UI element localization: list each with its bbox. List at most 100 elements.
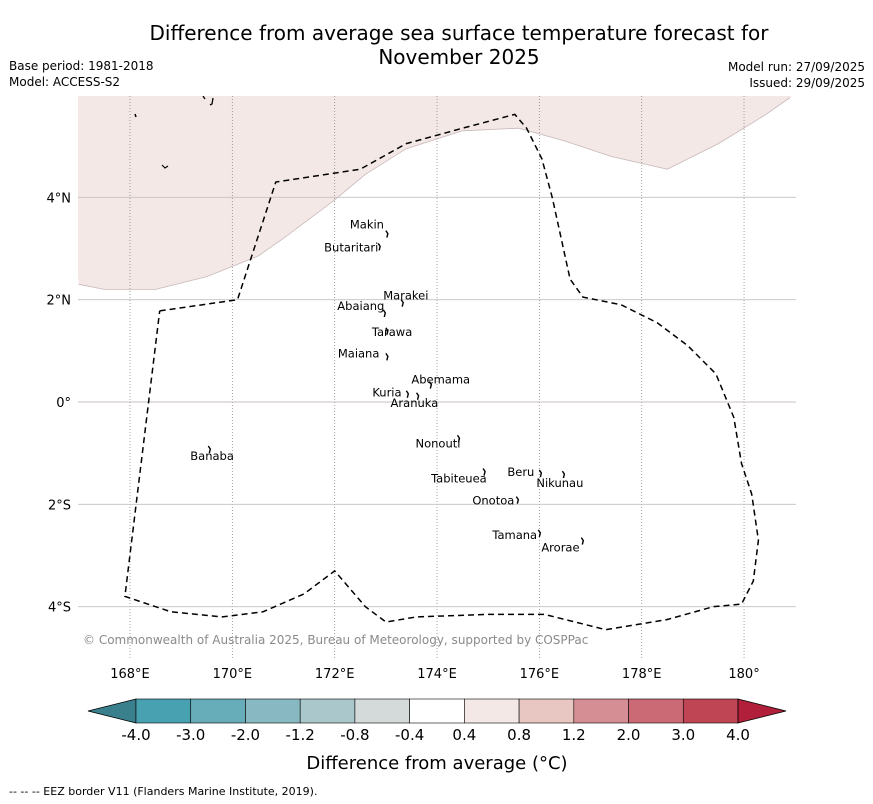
island-outline [456,434,461,443]
island-label: Tabiteuea [430,472,487,486]
lon-tick-label: 178°E [622,667,662,682]
colorbar-tick-label: -4.0 [121,726,150,744]
island-marakei: Marakei [383,289,428,307]
island-onotoa: Onotoa [472,494,520,508]
island-outline [400,299,404,307]
island-label: Onotoa [472,494,514,508]
island-label: Tamana [491,528,537,542]
colorbar-bin [682,698,739,724]
longitude-tick-labels: 168°E 170°E 172°E 174°E 176°E 178°E 180° [110,667,759,682]
lat-tick-label: 0° [56,396,71,411]
island-label: Banaba [190,449,234,463]
colorbar-title: Difference from average (°C) [306,753,567,774]
colorbar-tick-label: -2.0 [231,726,260,744]
colorbar-tick-label: 0.4 [452,726,476,744]
island-label: Aranuka [391,396,439,410]
island-label: Maiana [338,346,380,360]
lat-tick-label: 2°S [48,498,71,513]
island-label: Arorae [541,541,579,555]
island-outline [405,390,410,398]
island-tamana: Tamana [491,528,542,542]
colorbar-bin [190,698,246,724]
colorbar-tick-label: -3.0 [176,726,205,744]
colorbar-tick-label: 0.8 [507,726,531,744]
island-outline [385,327,389,335]
island-outline [207,445,212,454]
colorbar-bin [573,698,629,724]
island-tabiteuea: Tabiteuea [430,468,487,486]
island-abaiang: Abaiang [337,299,387,318]
latitude-tick-labels: 4°N 2°N 0° 2°S 4°S [47,191,72,615]
island-label: Kuria [372,386,401,400]
colorbar-tick-label: -0.8 [340,726,369,744]
lat-tick-label: 4°S [48,601,71,616]
island-outline [515,496,520,504]
islet [134,113,137,118]
island-outline [385,352,389,361]
island-outline [580,537,585,545]
colorbar-bin [518,698,575,724]
island-nikunau: Nikunau [536,470,583,490]
island-arorae: Arorae [541,537,585,555]
islet [202,96,214,106]
island-aranuka: Aranuka [391,392,439,410]
copyright-text: © Commonwealth of Australia 2025, Bureau… [83,633,588,647]
colorbar-over-arrow [737,698,787,724]
colorbar-tick-label: 4.0 [726,726,750,744]
island-outline [382,309,387,318]
colorbar-bin [245,698,301,724]
colorbar-tick-label: 1.2 [562,726,586,744]
meta-right: Model run: 27/09/2025 Issued: 29/09/2025 [728,59,865,91]
colorbar-tick-label: 3.0 [671,726,695,744]
island-butaritari: Butaritari [324,240,381,254]
island-outline [385,230,389,238]
eez-border [124,113,760,631]
colorbar-tick-label: -0.4 [395,726,424,744]
model-name: Model: ACCESS-S2 [9,75,121,89]
lat-tick-label: 4°N [47,191,72,206]
island-label: Makin [350,218,384,232]
issued-date: Issued: 29/09/2025 [749,76,865,90]
island-outline [538,469,543,478]
meta-left: Base period: 1981-2018 Model: ACCESS-S2 [9,58,154,90]
island-label: Nonouti [415,436,460,450]
colorbar-bin [628,698,684,724]
eez-footnote: -- -- -- EEZ border V11 (Flanders Marine… [9,785,318,798]
colorbar-bin [464,698,520,724]
lon-tick-label: 170°E [213,667,253,682]
lon-tick-label: 172°E [315,667,355,682]
island-outline [537,529,542,538]
island-outline [377,242,381,251]
island-outline [561,470,566,479]
lon-tick-label: 174°E [417,667,457,682]
island-maiana: Maiana [338,346,389,361]
island-label: Abemama [411,373,470,387]
lon-tick-label: 180° [728,667,759,682]
northern-islets [134,96,214,169]
island-tarawa: Tarawa [371,325,412,339]
colorbar-tick-label: -1.2 [286,726,315,744]
model-run: Model run: 27/09/2025 [727,60,865,74]
colorbar: -4.0 -3.0 -2.0 -1.2 -0.8 -0.4 0.4 0.8 1.2 2.0 3.0 4… [87,698,787,744]
colorbar-bin [354,698,410,724]
colorbar-bin [299,698,356,724]
island-outline [482,468,486,476]
island-beru: Beru [507,465,543,479]
island-makin: Makin [350,218,389,238]
lat-tick-label: 2°N [47,294,72,309]
colorbar-bin [135,698,192,724]
lon-tick-label: 176°E [520,667,560,682]
lon-tick-label: 168°E [110,667,150,682]
island-kuria: Kuria [372,386,410,400]
island-label: Nikunau [536,476,583,490]
colorbar-tick-label: 2.0 [617,726,641,744]
island-abemama: Abemama [411,373,470,389]
map-title-line2: November 2025 [378,45,540,69]
colorbar-under-arrow [87,698,137,724]
island-label: Marakei [383,289,428,303]
island-label: Butaritari [324,240,378,254]
island-banaba: Banaba [190,445,234,463]
